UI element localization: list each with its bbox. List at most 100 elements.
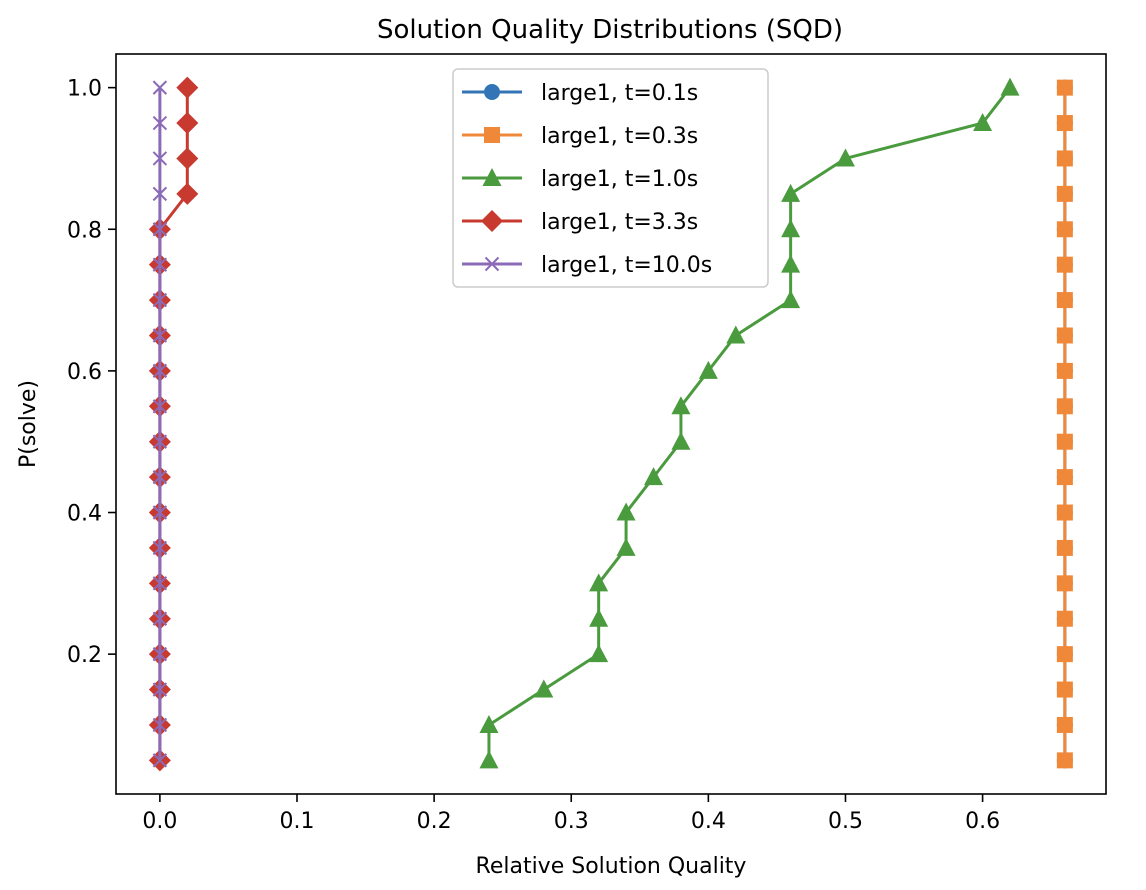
legend-label: large1, t=0.1s — [541, 81, 698, 106]
data-point — [152, 80, 168, 95]
marker-stroke — [152, 753, 168, 768]
data-point — [1056, 79, 1073, 96]
data-point — [152, 115, 168, 131]
plot-area — [148, 76, 1073, 772]
data-point — [1056, 716, 1073, 733]
data-point — [1000, 77, 1020, 96]
legend-label: large1, t=0.3s — [541, 124, 698, 149]
x-axis-label: Relative Solution Quality — [476, 854, 747, 879]
marker-stroke — [152, 328, 168, 343]
data-point — [616, 502, 636, 521]
marker-stroke — [152, 151, 168, 166]
marker-stroke — [152, 186, 168, 202]
marker-stroke — [152, 646, 168, 662]
x-tick-label: 0.4 — [691, 809, 726, 834]
y-tick-label: 0.6 — [67, 360, 102, 385]
x-axis: 0.0 0.1 0.2 0.3 0.4 0.5 0.6 — [142, 794, 1000, 834]
legend-marker — [484, 84, 500, 100]
data-point — [1056, 150, 1073, 167]
legend-marker — [482, 168, 502, 186]
data-point — [152, 505, 168, 520]
data-point — [152, 222, 168, 237]
legend-label: large1, t=3.3s — [541, 210, 698, 235]
marker-stroke — [152, 115, 168, 131]
data-point — [973, 113, 993, 132]
y-axis: 0.2 0.4 0.6 0.8 1.0 — [67, 77, 116, 668]
data-point — [152, 363, 168, 379]
marker-stroke — [152, 222, 168, 237]
series-2 — [479, 77, 1020, 769]
data-point — [1056, 752, 1073, 769]
data-point — [176, 76, 199, 99]
data-point — [781, 290, 801, 309]
chart-title: Solution Quality Distributions (SQD) — [377, 15, 843, 45]
marker-stroke — [152, 363, 168, 379]
data-point — [152, 328, 168, 343]
data-point — [1056, 362, 1073, 379]
data-point — [1056, 398, 1073, 415]
data-point — [479, 750, 499, 769]
x-tick-label: 0.3 — [554, 809, 589, 834]
marker-stroke — [152, 576, 168, 591]
data-point — [726, 325, 746, 344]
legend-entry-4: large1, t=10.0s — [462, 253, 712, 278]
marker-stroke — [152, 80, 168, 95]
data-point — [781, 183, 801, 202]
data-point — [1056, 433, 1073, 450]
marker-stroke — [152, 399, 168, 414]
legend-entry-3: large1, t=3.3s — [462, 210, 698, 235]
y-tick-label: 1.0 — [67, 77, 102, 102]
y-axis-label: P(solve) — [16, 380, 41, 468]
data-point — [671, 396, 691, 415]
data-point — [152, 434, 168, 449]
data-point — [152, 469, 168, 485]
series-1 — [1056, 79, 1073, 769]
data-point — [176, 182, 199, 205]
marker-stroke — [152, 292, 168, 308]
x-tick-label: 0.5 — [828, 809, 863, 834]
data-point — [152, 717, 168, 733]
data-point — [176, 112, 199, 135]
y-tick-label: 0.4 — [67, 502, 102, 527]
data-point — [589, 644, 609, 663]
data-point — [835, 148, 855, 167]
legend-entry-0: large1, t=0.1s — [462, 81, 698, 106]
data-point — [1056, 327, 1073, 344]
data-point — [1056, 185, 1073, 202]
data-point — [698, 360, 718, 379]
data-point — [1056, 115, 1073, 132]
data-point — [152, 257, 168, 272]
series-4 — [152, 80, 168, 768]
marker-stroke — [152, 469, 168, 485]
data-point — [1056, 681, 1073, 698]
marker-stroke — [152, 717, 168, 733]
x-tick-label: 0.0 — [142, 809, 177, 834]
data-point — [589, 573, 609, 592]
data-point — [152, 292, 168, 308]
data-point — [1056, 469, 1073, 486]
data-point — [152, 753, 168, 768]
marker-stroke — [152, 540, 168, 556]
marker-stroke — [152, 505, 168, 520]
marker-stroke — [484, 256, 500, 272]
legend-marker — [484, 256, 500, 272]
data-point — [152, 186, 168, 202]
legend-label: large1, t=1.0s — [541, 167, 698, 192]
data-point — [152, 540, 168, 556]
data-point — [1056, 504, 1073, 521]
series-3 — [148, 76, 199, 772]
y-tick-label: 0.8 — [67, 218, 102, 243]
data-point — [479, 714, 499, 733]
data-point — [781, 254, 801, 273]
legend-box — [452, 68, 769, 288]
data-point — [1056, 575, 1073, 592]
data-point — [781, 219, 801, 238]
x-tick-label: 0.1 — [279, 809, 314, 834]
data-point — [1056, 256, 1073, 273]
data-point — [152, 151, 168, 166]
marker-stroke — [152, 434, 168, 449]
data-point — [152, 399, 168, 414]
legend-entry-1: large1, t=0.3s — [462, 124, 698, 149]
data-point — [589, 608, 609, 627]
